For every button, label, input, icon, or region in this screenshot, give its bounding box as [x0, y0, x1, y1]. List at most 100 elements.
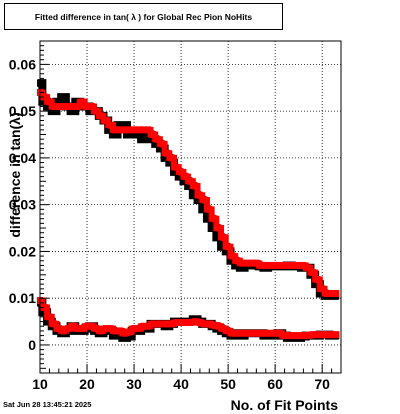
data-point-1-60	[319, 285, 326, 293]
data-point-1-11	[88, 102, 95, 110]
data-point-3-41	[229, 329, 236, 337]
data-point-3-53	[286, 332, 293, 340]
data-point-3-17	[116, 327, 123, 335]
y-tick-label-1: 0.01	[9, 290, 36, 306]
data-point-3-33	[192, 318, 199, 326]
data-point-0-3	[51, 107, 58, 115]
data-point-0-5	[60, 93, 67, 101]
data-point-3-54	[290, 332, 297, 340]
x-tick-label-1: 20	[79, 376, 95, 392]
data-point-1-51	[276, 261, 283, 269]
axes-frame	[39, 40, 342, 374]
x-tick-label-2: 30	[126, 376, 142, 392]
data-point-1-30	[178, 168, 185, 176]
data-point-1-47	[258, 261, 265, 269]
data-point-1-9	[79, 98, 86, 106]
data-point-1-40	[225, 243, 232, 251]
data-point-1-12	[93, 107, 100, 115]
data-point-1-45	[248, 259, 255, 267]
data-point-1-57	[305, 264, 312, 272]
data-point-1-33	[192, 182, 199, 190]
data-point-3-20	[131, 325, 138, 333]
data-point-1-8	[74, 102, 81, 110]
data-point-1-34	[196, 191, 203, 199]
data-point-3-23	[145, 322, 152, 330]
data-point-3-39	[220, 325, 227, 333]
data-point-0-19	[126, 131, 133, 139]
data-point-3-26	[159, 320, 166, 328]
data-point-3-62	[328, 331, 335, 339]
data-point-3-56	[300, 332, 307, 340]
series-upper-red	[37, 88, 340, 298]
data-point-0-43	[239, 264, 246, 272]
data-point-1-31	[182, 173, 189, 181]
data-point-3-57	[305, 332, 312, 340]
data-point-3-52	[281, 332, 288, 340]
data-point-3-19	[126, 328, 133, 336]
data-point-1-39	[220, 233, 227, 241]
data-point-3-7	[69, 322, 76, 330]
data-point-3-32	[187, 318, 194, 326]
data-point-1-32	[187, 177, 194, 185]
x-tick-label-0: 10	[32, 376, 48, 392]
data-point-3-24	[149, 320, 156, 328]
data-point-1-19	[126, 126, 133, 134]
data-point-3-43	[239, 329, 246, 337]
data-point-1-58	[309, 268, 316, 276]
data-point-3-18	[121, 329, 128, 337]
x-tick-label-4: 50	[220, 376, 236, 392]
data-point-3-45	[248, 329, 255, 337]
data-point-1-29	[173, 163, 180, 171]
data-point-2-16	[112, 332, 119, 340]
data-point-3-59	[314, 331, 321, 339]
data-point-3-31	[182, 318, 189, 326]
data-point-3-28	[168, 320, 175, 328]
data-point-1-13	[98, 112, 105, 120]
data-point-3-61	[323, 331, 330, 339]
data-point-3-48	[262, 329, 269, 337]
data-point-3-21	[135, 325, 142, 333]
data-point-1-36	[206, 205, 213, 213]
data-point-1-5	[60, 102, 67, 110]
data-point-1-2	[46, 98, 53, 106]
data-point-0-7	[69, 107, 76, 115]
data-point-2-19	[126, 333, 133, 341]
data-point-1-61	[323, 290, 330, 298]
data-point-1-4	[55, 102, 62, 110]
data-point-3-3	[51, 320, 58, 328]
data-point-1-49	[267, 261, 274, 269]
data-point-3-12	[93, 325, 100, 333]
data-point-1-53	[286, 261, 293, 269]
series-layer	[37, 79, 340, 342]
data-point-1-18	[121, 126, 128, 134]
data-point-1-23	[145, 126, 152, 134]
data-point-1-62	[328, 290, 335, 298]
data-point-3-29	[173, 318, 180, 326]
data-point-1-3	[51, 102, 58, 110]
data-point-1-28	[168, 154, 175, 162]
x-tick-label-6: 70	[314, 376, 330, 392]
data-point-1-22	[140, 126, 147, 134]
x-tick-label-3: 40	[173, 376, 189, 392]
data-point-3-10	[84, 322, 91, 330]
data-point-3-44	[243, 329, 250, 337]
data-point-1-44	[243, 259, 250, 267]
data-point-3-8	[74, 325, 81, 333]
tick-labels: 10 20 30 40 50 60 70 0 0.01 0.02 0.03 0.04 0.05 0.06	[9, 56, 330, 392]
data-point-1-56	[300, 261, 307, 269]
data-point-1-52	[281, 261, 288, 269]
data-point-1-59	[314, 275, 321, 283]
data-point-3-37	[211, 321, 218, 329]
y-tick-label-4: 0.04	[9, 150, 36, 166]
data-point-3-60	[319, 331, 326, 339]
data-point-1-55	[295, 261, 302, 269]
data-point-3-34	[196, 318, 203, 326]
data-point-1-21	[135, 126, 142, 134]
data-point-1-35	[201, 196, 208, 204]
data-point-1-27	[163, 149, 170, 157]
data-point-3-16	[112, 327, 119, 335]
data-point-0-22	[140, 135, 147, 143]
data-point-1-17	[116, 126, 123, 134]
data-point-1-14	[102, 116, 109, 124]
data-point-3-1	[41, 304, 48, 312]
